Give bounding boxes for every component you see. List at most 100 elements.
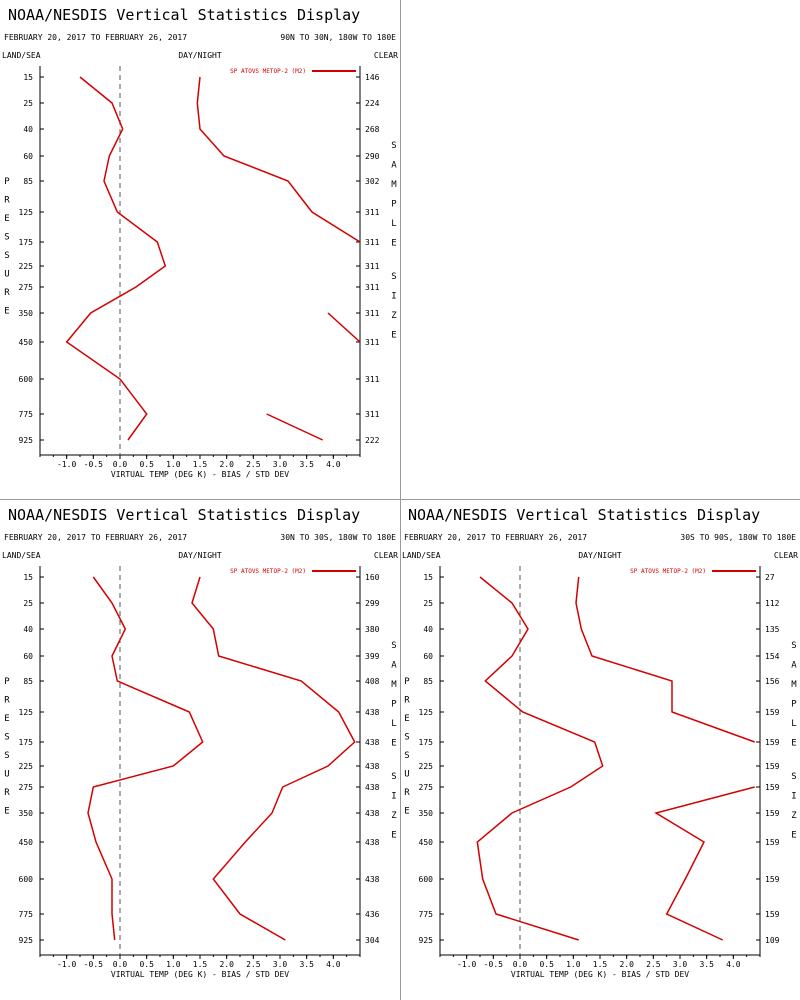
x-tick-label: 3.0 bbox=[273, 960, 288, 969]
sample-size-label: 302 bbox=[365, 177, 380, 186]
legend-label: SP ATOVS METOP-2 (M2) bbox=[230, 68, 306, 75]
x-tick-label: 1.0 bbox=[166, 960, 181, 969]
sample-size-label: 304 bbox=[365, 936, 380, 945]
sample-size-label: 159 bbox=[765, 783, 780, 792]
ylabel-letter: R bbox=[4, 696, 10, 706]
x-tick-label: -0.5 bbox=[484, 960, 503, 969]
sample-size-label: 268 bbox=[365, 125, 380, 134]
panel-divider-horizontal bbox=[0, 499, 800, 500]
ylabel-letter: E bbox=[404, 807, 409, 817]
x-tick-label: -1.0 bbox=[57, 460, 76, 469]
pressure-tick-label: 450 bbox=[19, 338, 34, 347]
pressure-tick-label: 275 bbox=[19, 783, 34, 792]
sample-size-label: 311 bbox=[365, 262, 380, 271]
pressure-tick-label: 350 bbox=[19, 809, 34, 818]
sample-size-letter: Z bbox=[391, 311, 397, 321]
x-axis-label: VIRTUAL TEMP (DEG K) - BIAS / STD DEV bbox=[511, 970, 689, 979]
x-axis-label: VIRTUAL TEMP (DEG K) - BIAS / STD DEV bbox=[111, 970, 289, 979]
x-tick-label: 1.0 bbox=[566, 960, 581, 969]
x-tick-label: -1.0 bbox=[57, 960, 76, 969]
chart-title: NOAA/NESDIS Vertical Statistics Display bbox=[8, 6, 360, 24]
pressure-tick-label: 85 bbox=[423, 677, 433, 686]
land-sea-header: LAND/SEA bbox=[402, 551, 441, 560]
sample-size-label: 399 bbox=[365, 652, 380, 661]
pressure-tick-label: 175 bbox=[419, 738, 434, 747]
sample-size-letter: L bbox=[391, 719, 396, 729]
sample-size-letter: S bbox=[391, 641, 396, 651]
ylabel-letter: E bbox=[4, 714, 9, 724]
x-tick-label: 2.5 bbox=[246, 960, 261, 969]
ylabel-letter: S bbox=[4, 751, 9, 761]
region-label: 30N TO 30S, 180W TO 180E bbox=[280, 533, 396, 542]
sample-size-letter: Z bbox=[391, 811, 397, 821]
pressure-tick-label: 275 bbox=[19, 283, 34, 292]
sample-size-label: 159 bbox=[765, 708, 780, 717]
pressure-tick-label: 225 bbox=[19, 762, 34, 771]
vertical-stats-panel-tropics: NOAA/NESDIS Vertical Statistics Display F… bbox=[0, 500, 400, 1000]
pressure-tick-label: 125 bbox=[19, 708, 34, 717]
ylabel-letter: S bbox=[4, 733, 9, 743]
pressure-tick-label: 60 bbox=[23, 652, 33, 661]
pressure-tick-label: 450 bbox=[19, 838, 34, 847]
ylabel-letter: E bbox=[4, 214, 9, 224]
pressure-tick-label: 350 bbox=[19, 309, 34, 318]
ylabel-letter: S bbox=[404, 751, 409, 761]
pressure-tick-label: 40 bbox=[23, 125, 33, 134]
pressure-tick-label: 225 bbox=[419, 762, 434, 771]
chart-svg: NOAA/NESDIS Vertical Statistics Display F… bbox=[2, 506, 398, 979]
x-tick-label: 2.0 bbox=[219, 960, 234, 969]
sample-size-label: 438 bbox=[365, 875, 380, 884]
sample-size-letter: Z bbox=[791, 811, 797, 821]
ylabel-letter: P bbox=[4, 677, 10, 687]
ylabel-letter: R bbox=[4, 788, 10, 798]
x-tick-label: 3.0 bbox=[673, 960, 688, 969]
sample-size-letter: L bbox=[391, 219, 396, 229]
region-label: 30S TO 90S, 180W TO 180E bbox=[680, 533, 796, 542]
sample-size-letter: P bbox=[391, 200, 397, 210]
x-tick-label: 2.0 bbox=[219, 460, 234, 469]
chart-svg: NOAA/NESDIS Vertical Statistics Display F… bbox=[2, 6, 398, 479]
vertical-stats-panel-nh: NOAA/NESDIS Vertical Statistics Display F… bbox=[0, 0, 400, 500]
sample-size-label: 159 bbox=[765, 838, 780, 847]
sample-size-letter: E bbox=[791, 831, 796, 841]
sample-size-label: 436 bbox=[365, 910, 380, 919]
ylabel-letter: P bbox=[404, 677, 410, 687]
x-tick-label: 3.0 bbox=[273, 460, 288, 469]
ylabel-letter: P bbox=[4, 177, 10, 187]
series-line-std-dev bbox=[191, 576, 356, 941]
pressure-tick-label: 60 bbox=[23, 152, 33, 161]
sample-size-letter: S bbox=[791, 772, 796, 782]
sample-size-label: 109 bbox=[765, 936, 780, 945]
sample-size-label: 311 bbox=[365, 283, 380, 292]
sample-size-label: 146 bbox=[365, 73, 380, 82]
date-range: FEBRUARY 20, 2017 TO FEBRUARY 26, 2017 bbox=[4, 33, 187, 42]
ylabel-letter: E bbox=[4, 307, 9, 317]
x-tick-label: 0.0 bbox=[113, 960, 128, 969]
legend-label: SP ATOVS METOP-2 (M2) bbox=[630, 568, 706, 575]
day-night-header: DAY/NIGHT bbox=[178, 551, 222, 560]
ylabel-letter: S bbox=[4, 233, 9, 243]
sample-size-label: 112 bbox=[765, 599, 780, 608]
sample-size-letter: S bbox=[391, 141, 396, 151]
chart-title: NOAA/NESDIS Vertical Statistics Display bbox=[408, 506, 760, 524]
sample-size-label: 159 bbox=[765, 762, 780, 771]
pressure-tick-label: 350 bbox=[419, 809, 434, 818]
x-tick-label: 0.5 bbox=[539, 960, 554, 969]
sample-size-letter: E bbox=[391, 739, 396, 749]
date-range: FEBRUARY 20, 2017 TO FEBRUARY 26, 2017 bbox=[4, 533, 187, 542]
sample-size-label: 408 bbox=[365, 677, 380, 686]
x-tick-label: 1.5 bbox=[593, 960, 608, 969]
x-tick-label: 3.5 bbox=[699, 960, 714, 969]
sample-size-label: 311 bbox=[365, 410, 380, 419]
pressure-tick-label: 125 bbox=[19, 208, 34, 217]
sample-size-label: 222 bbox=[365, 436, 380, 445]
vertical-stats-panel-sh: NOAA/NESDIS Vertical Statistics Display F… bbox=[400, 500, 800, 1000]
pressure-tick-label: 925 bbox=[419, 936, 434, 945]
pressure-tick-label: 600 bbox=[419, 875, 434, 884]
pressure-tick-label: 40 bbox=[23, 625, 33, 634]
sample-size-label: 311 bbox=[365, 338, 380, 347]
sample-size-label: 159 bbox=[765, 910, 780, 919]
clear-header: CLEAR bbox=[374, 51, 398, 60]
x-tick-label: 3.5 bbox=[299, 960, 314, 969]
sample-size-label: 156 bbox=[765, 677, 780, 686]
